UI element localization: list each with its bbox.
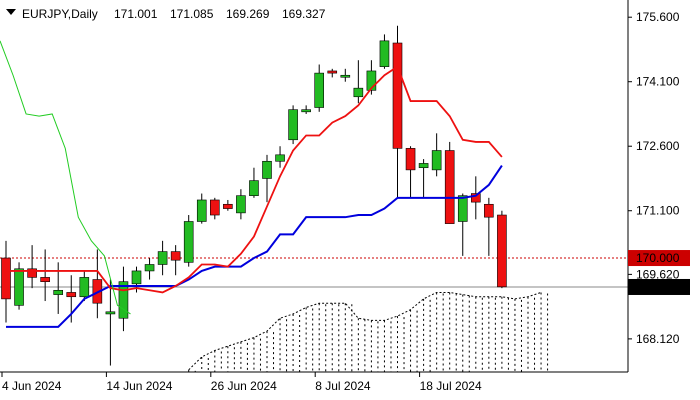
bear-candle	[444, 150, 455, 224]
ichimoku-cloud	[188, 291, 549, 372]
time-tick-label: 14 Jun 2024	[106, 379, 172, 393]
bear-candle	[392, 42, 403, 149]
bull-candle	[301, 109, 311, 113]
bull-candle	[431, 150, 442, 171]
bear-candle	[210, 199, 220, 216]
ohlc-close: 169.327	[282, 7, 326, 21]
price-tick-label: 172.600	[636, 139, 680, 153]
bear-candle	[1, 257, 11, 300]
bear-candle	[170, 251, 181, 261]
chart-frame	[0, 0, 629, 373]
price-tick-label: 168.120	[636, 332, 680, 346]
bull-candle	[314, 72, 325, 108]
ohlc-high: 171.085	[170, 7, 214, 21]
bear-candle	[470, 193, 481, 203]
bear-candle	[405, 148, 416, 171]
ohlc-low: 169.269	[226, 7, 270, 21]
bull-candle	[236, 195, 246, 214]
price-tick-label: 171.100	[636, 204, 680, 218]
price-tick-label: 174.100	[636, 75, 680, 89]
candlesticks	[1, 25, 507, 366]
bear-candle	[40, 277, 50, 282]
level-price-marker	[628, 250, 690, 267]
time-tick-label: 4 Jun 2024	[2, 379, 62, 393]
bull-candle	[14, 268, 24, 306]
last-price-label: 169.327	[636, 280, 680, 294]
bull-candle	[157, 251, 168, 265]
bull-candle	[144, 264, 155, 272]
bear-candle	[66, 292, 77, 298]
bull-candle	[249, 180, 259, 196]
bull-candle	[196, 199, 207, 222]
bull-candle	[288, 109, 298, 141]
bull-candle	[379, 40, 390, 67]
bull-candle	[118, 281, 129, 319]
bear-candle	[497, 214, 507, 288]
bear-candle	[327, 70, 338, 74]
symbol-label: EURJPY,Daily	[22, 7, 98, 21]
bull-candle	[131, 270, 142, 285]
time-tick-label: 8 Jul 2024	[315, 379, 371, 393]
level-price-label: 170.000	[636, 251, 680, 265]
tenkan-sen-line	[6, 65, 503, 294]
price-tick-label: 175.600	[636, 10, 680, 24]
bull-candle	[366, 70, 377, 91]
bull-candle	[105, 311, 116, 315]
last-price-marker	[628, 278, 690, 295]
bull-candle	[262, 160, 272, 179]
bull-candle	[340, 74, 351, 78]
bull-candle	[275, 154, 285, 162]
bull-candle	[353, 87, 364, 98]
cloud-span-b	[188, 291, 542, 371]
time-axis: 4 Jun 2024 14 Jun 2024 26 Jun 2024 8 Jul 20…	[1, 372, 482, 393]
price-axis: 175.600 174.100 172.600 171.100 169.620 168.1…	[628, 10, 690, 346]
ohlc-open: 171.001	[114, 7, 158, 21]
collapse-triangle-icon[interactable]	[6, 9, 16, 15]
bull-candle	[183, 221, 194, 263]
time-tick-label: 18 Jul 2024	[420, 379, 482, 393]
bull-candle	[79, 277, 90, 298]
bull-candle	[53, 289, 64, 295]
bull-candle	[418, 163, 429, 169]
indicator-lines	[0, 40, 503, 328]
time-tick-label: 26 Jun 2024	[211, 379, 277, 393]
kijun-sen-line	[6, 165, 503, 328]
chikou-span-line	[0, 40, 131, 315]
bull-candle	[457, 195, 468, 222]
bear-candle	[27, 268, 37, 278]
bear-candle	[484, 203, 494, 218]
price-tick-label: 169.620	[636, 267, 680, 281]
bear-candle	[223, 203, 233, 209]
chart-header: EURJPY,Daily 171.001 171.085 169.269 169…	[6, 7, 326, 21]
